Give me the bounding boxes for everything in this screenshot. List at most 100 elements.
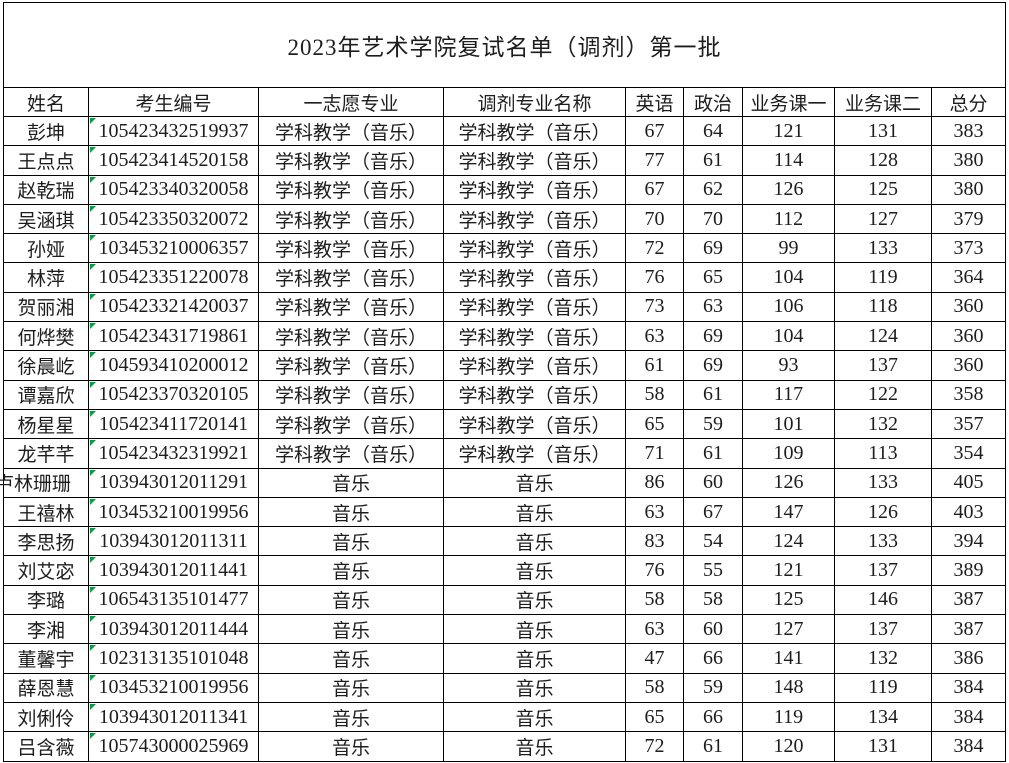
cell-transfer-major: 音乐	[443, 496, 626, 528]
cell-total-score: 405	[930, 467, 1007, 498]
cell-total-score: 380	[930, 145, 1007, 176]
cell-candidate-id: 103453210006357	[88, 233, 259, 264]
page-title: 2023年艺术学院复试名单（调剂）第一批	[2, 2, 1007, 88]
table-row: 赵乾瑞 105423340320058 学科教学（音乐） 学科教学（音乐） 67 62 12…	[3, 174, 1007, 205]
student-name: 谭嘉欣	[17, 386, 75, 408]
cell-candidate-id: 105423431719861	[88, 321, 259, 352]
table-row: 董馨宇 102313135101048 音乐 音乐 47 66 141 132 386	[3, 643, 1007, 674]
cell-english: 73	[625, 291, 684, 323]
table-row: 杨星星 105423411720141 学科教学（音乐） 学科教学（音乐） 65 59 10…	[3, 408, 1007, 440]
cell-politics: 69	[683, 233, 743, 264]
cell-politics: 66	[683, 643, 743, 674]
cell-first-choice-major: 学科教学（音乐）	[258, 233, 444, 264]
cell-name: 李璐	[3, 584, 89, 616]
cell-transfer-major: 学科教学（音乐）	[443, 408, 626, 440]
cell-candidate-id: 105423321420037	[88, 291, 259, 323]
cell-course-two: 131	[834, 115, 932, 147]
cell-candidate-id: 103943012011311	[88, 526, 259, 557]
cell-transfer-major: 学科教学（音乐）	[443, 174, 626, 205]
cell-candidate-id: 103453210019956	[88, 496, 259, 528]
cell-transfer-major: 学科教学（音乐）	[443, 262, 626, 293]
student-name: 李思扬	[17, 532, 75, 554]
cell-candidate-id: 103943012011444	[88, 614, 259, 645]
column-header-course-two: 业务课二	[834, 87, 932, 117]
cell-course-one: 93	[742, 350, 835, 381]
cell-candidate-id: 105423370320105	[88, 379, 259, 410]
cell-politics: 61	[683, 379, 743, 410]
table-row: 龙芊芊 105423432319921 学科教学（音乐） 学科教学（音乐） 71 61 10…	[3, 438, 1007, 469]
table-row: 何烨樊 105423431719861 学科教学（音乐） 学科教学（音乐） 63 69 10…	[3, 321, 1007, 352]
cell-politics: 61	[683, 438, 743, 469]
cell-candidate-id: 102313135101048	[88, 643, 259, 674]
student-name: 刘艾宓	[17, 562, 75, 584]
cell-course-two: 137	[834, 350, 932, 381]
cell-candidate-id: 103943012011341	[88, 701, 259, 733]
cell-english: 72	[625, 731, 684, 762]
table-row: 吕含薇 105743000025969 音乐 音乐 72 61 120 131 384	[3, 731, 1007, 762]
column-header-first-choice-major: 一志愿专业	[258, 87, 444, 117]
cell-politics: 58	[683, 584, 743, 616]
table-row: 彭坤 105423432519937 学科教学（音乐） 学科教学（音乐） 67 64 121…	[3, 115, 1007, 147]
cell-transfer-major: 学科教学（音乐）	[443, 291, 626, 323]
cell-first-choice-major: 学科教学（音乐）	[258, 145, 444, 176]
cell-candidate-id: 105423432519937	[88, 115, 259, 147]
cell-politics: 59	[683, 408, 743, 440]
table-row: 王点点 105423414520158 学科教学（音乐） 学科教学（音乐） 77 61 11…	[3, 145, 1007, 176]
table-row: 李思扬 103943012011311 音乐 音乐 83 54 124 133 394	[3, 526, 1007, 557]
cell-candidate-id: 106543135101477	[88, 584, 259, 616]
cell-course-one: 127	[742, 614, 835, 645]
cell-course-two: 128	[834, 145, 932, 176]
cell-candidate-id: 105423411720141	[88, 408, 259, 440]
cell-total-score: 386	[930, 643, 1007, 674]
cell-first-choice-major: 学科教学（音乐）	[258, 438, 444, 469]
cell-candidate-id: 103943012011441	[88, 555, 259, 586]
table-row: 李湘 103943012011444 音乐 音乐 63 60 127 137 387	[3, 614, 1007, 645]
student-name: 吕含薇	[17, 737, 75, 759]
cell-candidate-id: 105423414520158	[88, 145, 259, 176]
cell-name: 赵乾瑞	[3, 174, 89, 205]
cell-politics: 60	[683, 614, 743, 645]
cell-total-score: 373	[930, 233, 1007, 264]
cell-politics: 60	[683, 467, 743, 498]
cell-english: 76	[625, 555, 684, 586]
cell-name: 贺丽湘	[3, 291, 89, 323]
cell-first-choice-major: 音乐	[258, 672, 444, 703]
cell-course-two: 131	[834, 731, 932, 762]
cell-course-one: 121	[742, 555, 835, 586]
cell-first-choice-major: 学科教学（音乐）	[258, 408, 444, 440]
cell-name: 王禧林	[3, 496, 89, 528]
cell-english: 65	[625, 701, 684, 733]
table-row: 吴涵琪 105423350320072 学科教学（音乐） 学科教学（音乐） 70 70 11…	[3, 203, 1007, 235]
cell-course-two: 113	[834, 438, 932, 469]
cell-first-choice-major: 学科教学（音乐）	[258, 350, 444, 381]
table-row: 刘俐伶 103943012011341 音乐 音乐 65 66 119 134 384	[3, 701, 1007, 733]
cell-name: 孙娅	[3, 233, 89, 264]
cell-course-one: 121	[742, 115, 835, 147]
cell-course-one: 119	[742, 701, 835, 733]
cell-course-two: 125	[834, 174, 932, 205]
cell-english: 63	[625, 321, 684, 352]
cell-course-two: 132	[834, 643, 932, 674]
student-name: 李湘	[26, 620, 65, 642]
cell-course-one: 141	[742, 643, 835, 674]
cell-english: 76	[625, 262, 684, 293]
cell-transfer-major: 学科教学（音乐）	[443, 145, 626, 176]
cell-name: 李思扬	[3, 526, 89, 557]
cell-name: 薛恩慧	[3, 672, 89, 703]
cell-candidate-id: 103453210019956	[88, 672, 259, 703]
cell-total-score: 380	[930, 174, 1007, 205]
student-name: 孙娅	[26, 239, 65, 261]
cell-course-two: 118	[834, 291, 932, 323]
cell-politics: 61	[683, 145, 743, 176]
cell-course-two: 133	[834, 233, 932, 264]
cell-total-score: 384	[930, 672, 1007, 703]
student-name: 吴涵琪	[17, 210, 75, 232]
cell-first-choice-major: 学科教学（音乐）	[258, 321, 444, 352]
table-body: 彭坤 105423432519937 学科教学（音乐） 学科教学（音乐） 67 64 121…	[0, 115, 1007, 762]
column-header-course-one: 业务课一	[742, 87, 835, 117]
cell-name: 卢林珊珊	[0, 467, 89, 498]
cell-name: 董馨宇	[3, 643, 89, 674]
table-row: 刘艾宓 103943012011441 音乐 音乐 76 55 121 137 389	[3, 555, 1007, 586]
student-name: 董馨宇	[17, 649, 75, 671]
